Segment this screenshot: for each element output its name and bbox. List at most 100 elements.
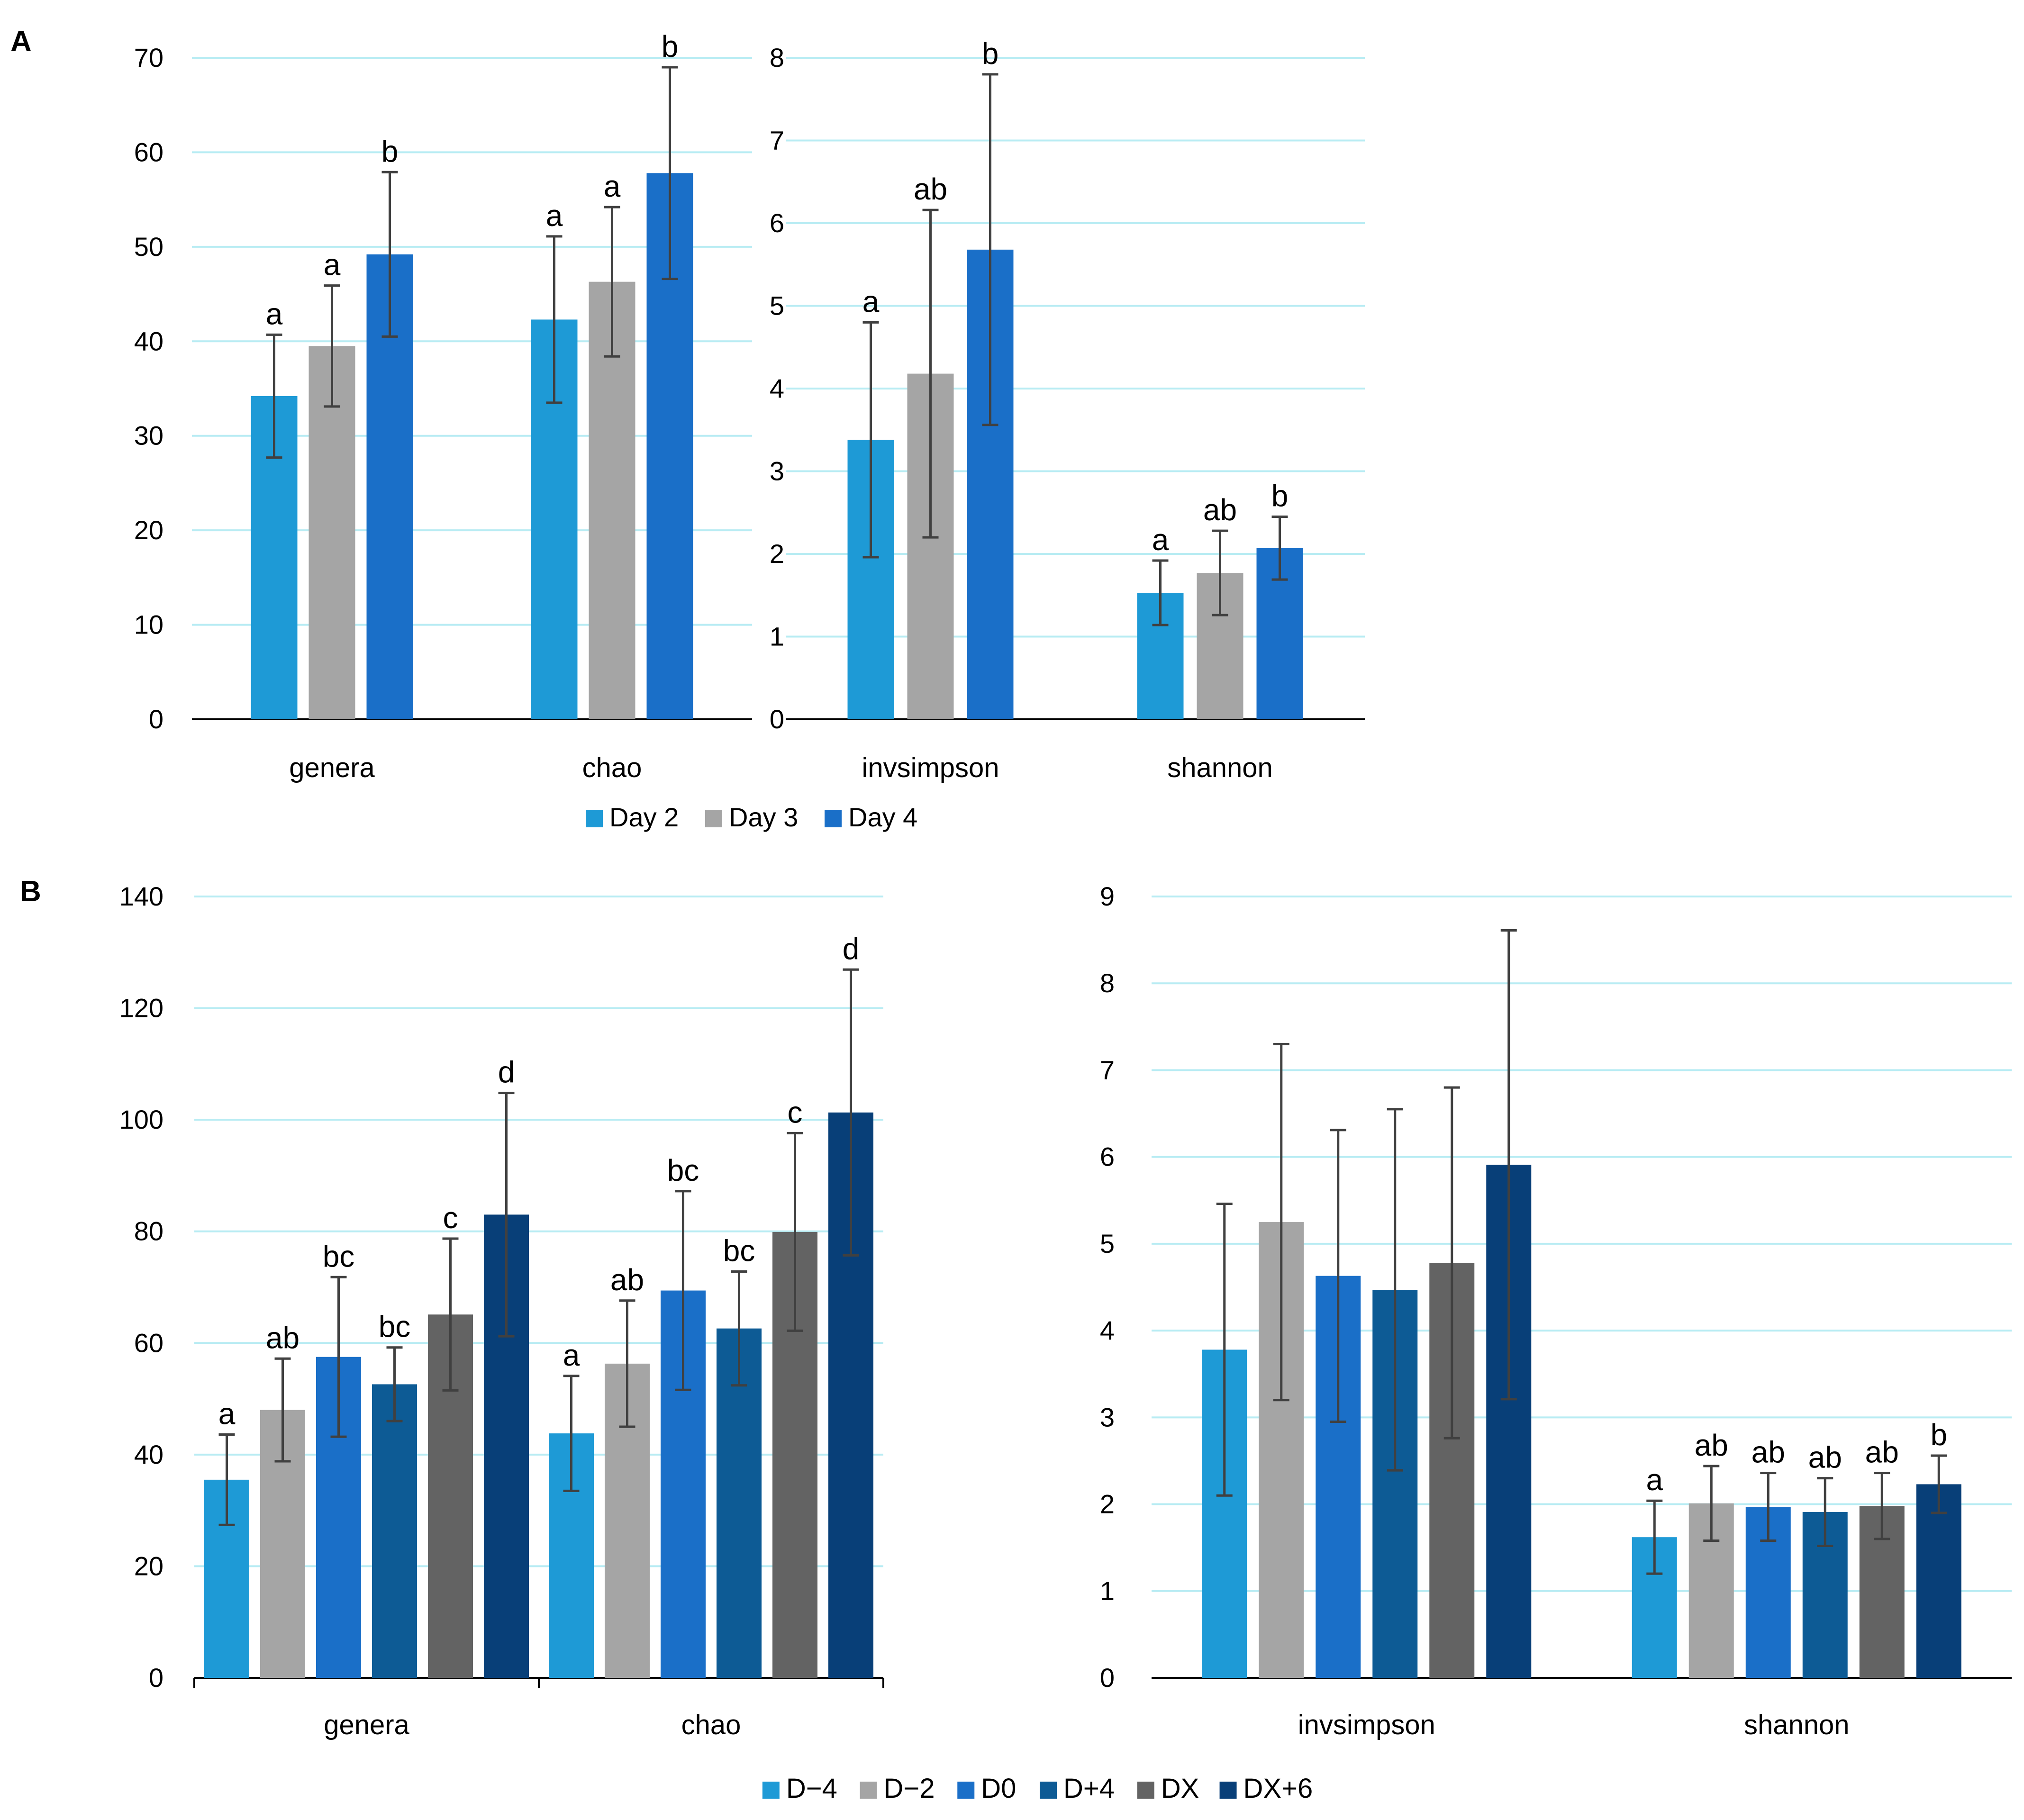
error-bar	[862, 321, 879, 559]
legend-label: D+4	[1063, 1773, 1115, 1804]
panel-label-b: B	[20, 875, 41, 908]
bar-dplus-4-genera	[372, 1384, 417, 1678]
significance-label: d	[843, 932, 860, 966]
legend-item-dx: DX	[1137, 1773, 1199, 1804]
significance-label: a	[546, 199, 563, 233]
significance-label: b	[1271, 479, 1289, 513]
error-bar	[324, 284, 340, 408]
error-bar	[1212, 529, 1228, 616]
error-bar	[330, 1276, 347, 1438]
error-bar	[1500, 929, 1517, 1401]
y-tick-label: 3	[1100, 1402, 1115, 1432]
significance-label: ab	[1808, 1440, 1842, 1475]
legend-swatch	[762, 1782, 780, 1799]
significance-label: c	[788, 1095, 803, 1129]
y-tick-label: 0	[149, 1663, 163, 1693]
significance-label: ab	[266, 1321, 300, 1355]
y-tick-label: 8	[770, 43, 784, 72]
significance-label: a	[324, 248, 341, 282]
legend-swatch	[1040, 1782, 1057, 1799]
bar-day-3-genera	[309, 346, 355, 719]
y-tick-label: 2	[1100, 1489, 1115, 1519]
y-tick-label: 1	[1100, 1576, 1115, 1606]
error-bar	[1152, 559, 1169, 626]
error-bar	[982, 73, 998, 426]
error-bar	[1216, 1203, 1233, 1497]
error-bar	[1271, 515, 1288, 581]
error-bar	[1931, 1454, 1947, 1514]
y-tick-label: 70	[134, 43, 163, 72]
y-tick-label: 0	[770, 704, 784, 734]
y-tick-label: 1	[770, 622, 784, 652]
y-tick-label: 20	[134, 1551, 163, 1581]
error-bar	[922, 208, 939, 539]
y-tick-label: 40	[134, 326, 163, 356]
y-tick-label: 20	[134, 515, 163, 545]
legend-item-dplus-4: D+4	[1040, 1773, 1115, 1804]
error-bar	[604, 206, 620, 358]
error-bar	[266, 333, 282, 459]
legend-b: D−4 D−2 D0 D+4 DX DX+6	[762, 1773, 1313, 1804]
error-bar	[1760, 1472, 1777, 1542]
error-bar	[1273, 1042, 1289, 1402]
significance-label: ab	[1865, 1435, 1899, 1469]
significance-label: c	[443, 1201, 458, 1235]
significance-label: a	[1646, 1463, 1663, 1497]
legend-item-dminus-4: D−4	[762, 1773, 837, 1804]
y-tick-label: 8	[1100, 968, 1115, 998]
legend-a: Day 2 Day 3 Day 4	[586, 802, 917, 832]
panel-label-a: A	[10, 25, 32, 58]
y-tick-label: 5	[1100, 1229, 1115, 1259]
y-tick-label: 2	[770, 539, 784, 569]
legend-label: D−2	[884, 1773, 935, 1804]
chart-a-genera-chao: 0 10 20 30 40 50 60 70 genera a a b chao a a b	[134, 29, 752, 783]
error-bar	[843, 968, 859, 1257]
significance-label: a	[1152, 523, 1169, 557]
y-tick-label: 60	[134, 137, 163, 167]
y-tick-label: 9	[1100, 881, 1115, 911]
legend-swatch	[1219, 1782, 1237, 1799]
error-bar	[1443, 1086, 1460, 1440]
legend-label: DX+6	[1243, 1773, 1313, 1804]
error-bar	[1646, 1499, 1663, 1575]
error-bar	[662, 66, 678, 281]
significance-label: ab	[1695, 1428, 1728, 1462]
error-bar	[498, 1092, 515, 1338]
y-tick-label: 140	[119, 881, 163, 911]
legend-label: D0	[981, 1773, 1016, 1804]
significance-label: a	[266, 297, 283, 331]
y-tick-label: 6	[1100, 1142, 1115, 1172]
significance-label: a	[604, 169, 621, 203]
y-tick-label: 30	[134, 421, 163, 451]
error-bar	[1874, 1472, 1890, 1540]
y-tick-label: 4	[1100, 1315, 1115, 1345]
y-tick-label: 80	[134, 1216, 163, 1246]
error-bar	[731, 1270, 747, 1387]
y-tick-label: 0	[1100, 1663, 1115, 1693]
error-bar	[546, 235, 563, 404]
y-tick-label: 10	[134, 610, 163, 640]
y-tick-label: 4	[770, 373, 784, 403]
significance-label: bc	[723, 1234, 755, 1268]
y-tick-label: 0	[149, 704, 163, 734]
legend-item-d0: D0	[957, 1773, 1016, 1804]
category-label: chao	[681, 1710, 741, 1740]
y-tick-label: 5	[770, 291, 784, 321]
legend-swatch	[586, 810, 603, 827]
legend-label: Day 4	[848, 802, 917, 832]
significance-label: bc	[379, 1310, 411, 1344]
error-bar	[1703, 1465, 1720, 1542]
y-tick-label: 50	[134, 232, 163, 262]
significance-label: ab	[1752, 1435, 1785, 1469]
legend-item-dminus-2: D−2	[860, 1773, 935, 1804]
legend-swatch	[1137, 1782, 1154, 1799]
legend-swatch	[825, 810, 842, 827]
legend-item-day-3: Day 3	[705, 802, 798, 832]
error-bar	[381, 171, 398, 338]
legend-label: D−4	[786, 1773, 837, 1804]
error-bar	[675, 1190, 691, 1391]
bar-dxplus-6-shannon	[1916, 1484, 1961, 1678]
legend-label: Day 2	[609, 802, 679, 832]
error-bar	[1330, 1129, 1346, 1423]
